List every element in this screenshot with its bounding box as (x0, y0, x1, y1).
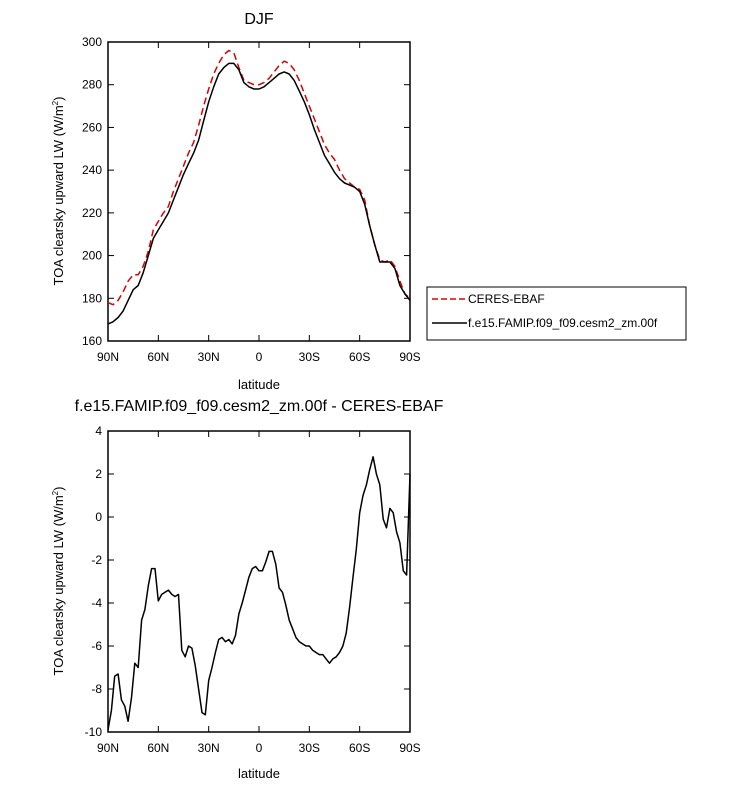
top-x-tick-label: 30S (299, 350, 320, 364)
top-y-tick-label: 260 (82, 120, 102, 134)
top-y-axis-label: TOA clearsky upward LW (W/m2) (51, 97, 66, 286)
bottom-x-tick-label: 0 (256, 741, 263, 755)
top-x-ticks: 90N 60N 30N 0 30S 60S 90S (97, 42, 421, 364)
top-series-line-0 (107, 49, 411, 306)
bottom-series-line-0 (107, 456, 411, 731)
bottom-y-tick-label: 0 (95, 510, 102, 524)
bottom-y-tick-label: -8 (91, 682, 102, 696)
bottom-plot-area: -10 -8 -6 -4 -2 0 2 4 90N 60N 30N 0 30S 60S 90S (85, 424, 421, 755)
top-plot-frame (107, 41, 411, 342)
top-x-tick-label: 30N (198, 350, 220, 364)
top-y-ticks: 160 180 200 220 240 260 280 300 (82, 35, 410, 348)
bottom-series-group (107, 456, 411, 731)
legend: CERES-EBAF f.e15.FAMIP.f09_f09.cesm2_zm.… (426, 286, 687, 341)
top-x-tick-label: 60N (147, 350, 169, 364)
top-series-line-1 (107, 62, 411, 325)
top-y-tick-label: 180 (82, 291, 102, 305)
top-y-axis-label-close: ) (51, 97, 66, 101)
legend-label-ceres: CERES-EBAF (468, 292, 545, 306)
top-chart-title: DJF (244, 11, 274, 28)
top-x-tick-label: 60S (349, 350, 370, 364)
bottom-x-tick-label: 30N (198, 741, 220, 755)
climatology-panel: DJF 160 180 200 220 240 260 280 300 90N 60N 30N 0 3… (51, 11, 687, 392)
difference-panel: f.e15.FAMIP.f09_f09.cesm2_zm.00f - CERES… (51, 398, 444, 781)
bottom-x-tick-label: 90N (97, 741, 119, 755)
bottom-y-tick-label: 4 (95, 424, 102, 438)
bottom-y-tick-label: -6 (91, 639, 102, 653)
legend-label-model: f.e15.FAMIP.f09_f09.cesm2_zm.00f (468, 316, 658, 330)
top-y-tick-label: 160 (82, 334, 102, 348)
bottom-x-tick-label: 30S (299, 741, 320, 755)
top-y-tick-label: 220 (82, 206, 102, 220)
bottom-y-axis-label-close: ) (51, 487, 66, 491)
bottom-y-axis-label: TOA clearsky upward LW (W/m2) (51, 487, 66, 676)
top-y-tick-label: 300 (82, 35, 102, 49)
bottom-plot-frame (107, 430, 411, 733)
legend-box (426, 286, 687, 341)
top-x-tick-label: 90N (97, 350, 119, 364)
top-y-axis-label-sup: 2 (51, 100, 60, 105)
bottom-y-tick-label: -2 (91, 553, 102, 567)
bottom-x-tick-label: 60S (349, 741, 370, 755)
top-y-tick-label: 280 (82, 78, 102, 92)
bottom-y-tick-label: -10 (85, 725, 103, 739)
bottom-x-ticks: 90N 60N 30N 0 30S 60S 90S (97, 431, 421, 755)
bottom-y-axis-label-main: TOA clearsky upward LW (W/m (51, 495, 66, 675)
bottom-y-tick-label: 2 (95, 467, 102, 481)
top-x-tick-label: 0 (256, 350, 263, 364)
bottom-x-tick-label: 60N (147, 741, 169, 755)
top-plot-area: 160 180 200 220 240 260 280 300 90N 60N 30N 0 30S 60… (82, 35, 421, 364)
top-x-tick-label: 90S (399, 350, 420, 364)
top-y-tick-label: 200 (82, 249, 102, 263)
top-series-group (107, 49, 411, 325)
top-y-axis-label-main: TOA clearsky upward LW (W/m (51, 105, 66, 285)
bottom-y-ticks: -10 -8 -6 -4 -2 0 2 4 (85, 424, 410, 739)
bottom-x-axis-label: latitude (238, 766, 280, 781)
top-y-tick-label: 240 (82, 163, 102, 177)
top-x-axis-label: latitude (238, 377, 280, 392)
bottom-x-tick-label: 90S (399, 741, 420, 755)
bottom-chart-title: f.e15.FAMIP.f09_f09.cesm2_zm.00f - CERES… (75, 398, 444, 415)
bottom-y-tick-label: -4 (91, 596, 102, 610)
bottom-y-axis-label-sup: 2 (51, 490, 60, 495)
